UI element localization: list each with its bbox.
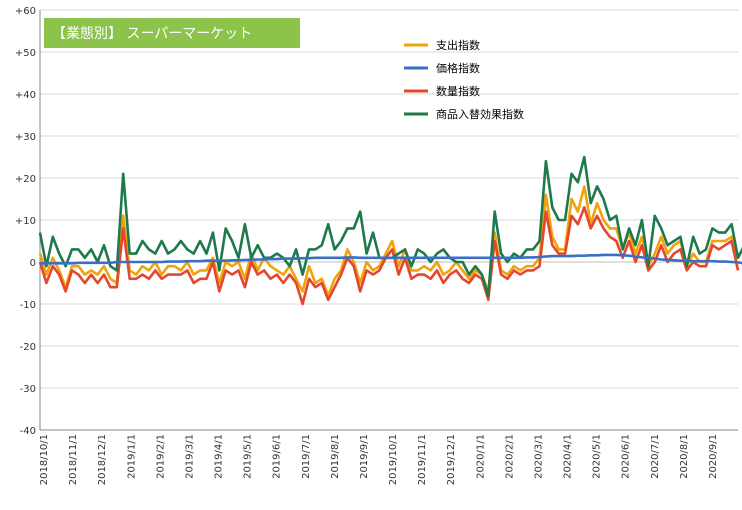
y-tick-label: +60 bbox=[15, 6, 36, 17]
y-tick-label: -30 bbox=[20, 384, 36, 395]
chart-title: 【業態別】 スーパーマーケット bbox=[44, 18, 300, 48]
x-tick-label: 2019/5/1 bbox=[243, 434, 254, 479]
x-tick-label: 2020/8/1 bbox=[679, 434, 690, 479]
y-tick-label: +40 bbox=[15, 90, 36, 101]
legend-label: 商品入替効果指数 bbox=[436, 107, 524, 121]
y-axis: +60 +50 +40 +30 +20 +10 0 -10 -20 -30 -40 bbox=[15, 6, 36, 437]
x-tick-label: 2020/3/1 bbox=[533, 434, 544, 479]
x-tick-label: 2019/4/1 bbox=[214, 434, 225, 479]
y-tick-label: +20 bbox=[15, 174, 36, 185]
x-axis: 2018/10/1 2018/11/1 2018/12/1 2019/1/1 2019/… bbox=[39, 434, 719, 485]
x-tick-label: 2019/8/1 bbox=[330, 434, 341, 479]
y-tick-label: 0 bbox=[30, 258, 36, 269]
x-tick-label: 2019/9/1 bbox=[359, 434, 370, 479]
series-line-1 bbox=[40, 253, 742, 265]
y-tick-label: +50 bbox=[15, 48, 36, 59]
y-tick-label: +30 bbox=[15, 132, 36, 143]
gridlines bbox=[39, 9, 738, 431]
legend-label: 価格指数 bbox=[436, 61, 480, 75]
x-tick-label: 2020/5/1 bbox=[592, 434, 603, 479]
x-tick-label: 2020/7/1 bbox=[650, 434, 661, 479]
x-tick-label: 2019/3/1 bbox=[184, 434, 195, 479]
y-tick-label: -10 bbox=[20, 300, 36, 311]
y-tick-label: +10 bbox=[15, 216, 36, 227]
y-tick-label: -20 bbox=[20, 342, 36, 353]
x-tick-label: 2019/11/1 bbox=[417, 434, 428, 485]
x-tick-label: 2019/1/1 bbox=[126, 434, 137, 479]
x-tick-label: 2019/2/1 bbox=[155, 434, 166, 479]
x-tick-label: 2018/11/1 bbox=[68, 434, 79, 485]
x-tick-label: 2018/10/1 bbox=[39, 434, 50, 485]
y-tick-label: -40 bbox=[20, 426, 36, 437]
x-tick-label: 2019/10/1 bbox=[388, 434, 399, 485]
x-tick-label: 2020/6/1 bbox=[621, 434, 632, 479]
x-tick-label: 2020/2/1 bbox=[504, 434, 515, 479]
x-tick-label: 2019/6/1 bbox=[272, 434, 283, 479]
x-tick-label: 2018/12/1 bbox=[97, 434, 108, 485]
x-tick-label: 2020/9/1 bbox=[708, 434, 719, 479]
x-tick-label: 2020/4/1 bbox=[563, 434, 574, 479]
legend-label: 数量指数 bbox=[436, 84, 480, 98]
x-tick-label: 2020/1/1 bbox=[475, 434, 486, 479]
legend-label: 支出指数 bbox=[436, 38, 480, 52]
chart-title-box bbox=[44, 18, 300, 48]
x-tick-label: 2019/7/1 bbox=[301, 434, 312, 479]
series-lines bbox=[38, 155, 742, 306]
x-tick-label: 2019/12/1 bbox=[446, 434, 457, 485]
chart-title-text: 【業態別】 スーパーマーケット bbox=[52, 26, 252, 42]
